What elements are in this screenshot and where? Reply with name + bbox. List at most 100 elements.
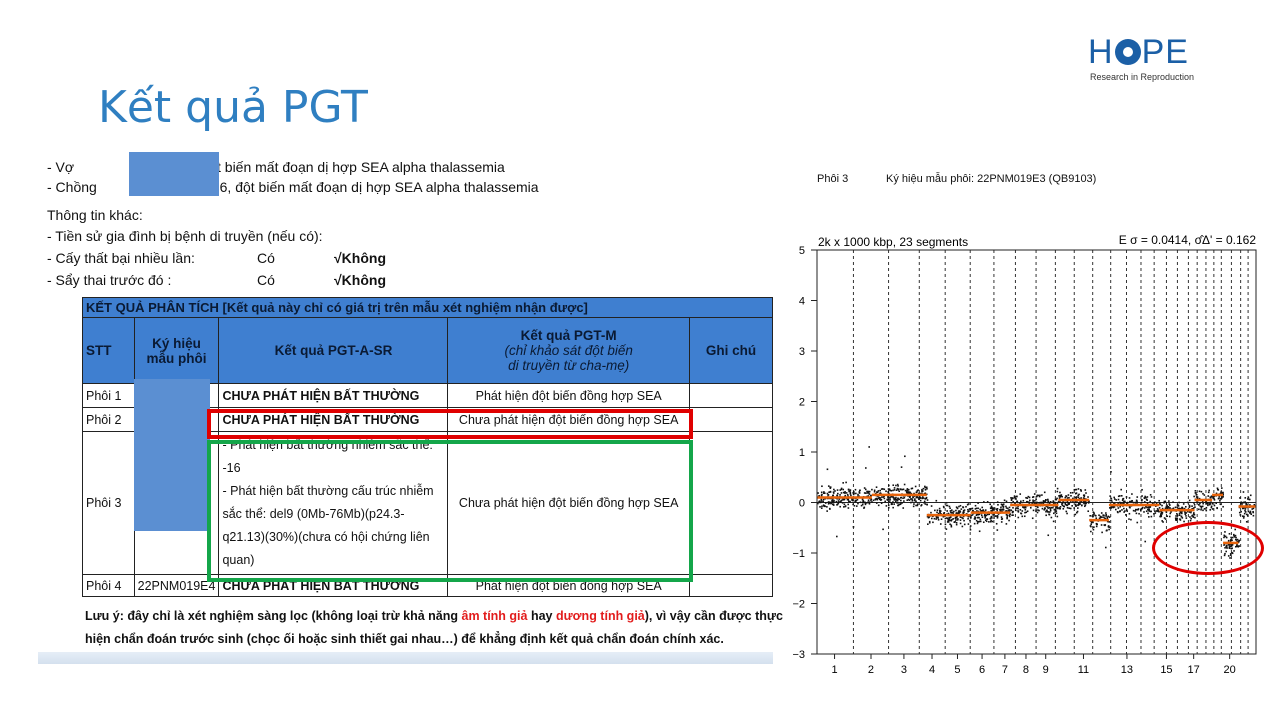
data-point [868,493,871,495]
data-point [1021,510,1024,512]
header-pgta: Kết quả PGT-A-SR [218,317,449,384]
data-point [1014,497,1017,500]
data-point [867,501,869,504]
data-point [976,510,978,512]
data-point [1068,507,1071,510]
data-point [917,489,919,491]
data-point [852,490,855,493]
data-point [1114,508,1117,511]
data-point [988,513,991,516]
data-point [889,489,891,492]
data-point [1247,510,1250,513]
data-point [1222,491,1224,494]
data-point [1056,515,1059,518]
data-point [969,519,971,522]
miscarriage-line: - Sẩy thai trước đó : Có √Không [47,272,387,288]
data-point [1209,503,1211,506]
data-point [899,503,902,506]
data-point [839,505,842,508]
data-point [1178,501,1180,504]
data-point [834,490,836,492]
data-point [819,506,821,508]
data-point [981,506,984,509]
data-point [1031,502,1033,504]
data-point [974,508,977,510]
data-point [1175,515,1177,517]
data-point [866,490,868,493]
data-point [1243,512,1246,515]
data-point [1026,501,1029,503]
data-point [921,492,923,494]
data-point [996,509,998,512]
data-point [978,513,981,515]
data-point [893,503,895,505]
data-point [841,502,844,504]
data-point [895,489,898,491]
data-point [950,511,952,514]
data-point [822,498,825,501]
data-point [1144,496,1147,499]
data-point [1064,501,1067,504]
data-point [881,496,883,498]
x-tick-label: 6 [979,664,985,676]
data-point [1136,521,1139,524]
data-point [955,509,957,512]
data-point [911,498,913,500]
data-point [984,517,987,519]
data-point [881,488,884,490]
data-point [1189,516,1191,518]
data-point [961,525,964,528]
data-point [903,483,906,486]
data-point [1019,493,1022,495]
data-point [1163,517,1166,519]
data-point [1066,504,1069,507]
data-point [956,518,959,521]
data-point [1053,508,1056,511]
highlight-box-green [207,440,693,582]
x-tick-label: 3 [901,664,907,676]
data-point [1075,497,1078,500]
data-point [1070,494,1072,497]
data-point [1042,502,1045,505]
data-point [921,488,923,491]
data-point [1156,508,1159,510]
data-point [1165,511,1168,514]
data-point [939,511,941,513]
data-point [1158,502,1161,505]
data-point [916,503,919,505]
data-point [924,503,927,505]
data-point [967,510,969,513]
data-point [1075,488,1078,491]
data-point [1043,491,1046,494]
data-point [1012,514,1014,516]
data-point [995,515,997,517]
data-point [991,508,994,510]
data-point [1172,507,1175,510]
data-point [887,506,890,509]
data-point [1045,510,1047,513]
data-point [837,500,840,502]
data-point [949,510,952,512]
highlight-ellipse [1152,521,1264,575]
data-point [1222,505,1224,508]
data-point [857,493,859,496]
data-point [823,505,826,507]
data-point [993,517,995,519]
data-point [979,508,981,511]
data-point [1002,503,1005,506]
data-point [968,508,971,510]
data-point [1013,496,1016,499]
data-point [996,515,999,517]
data-point [854,500,856,503]
data-point [1123,500,1126,503]
x-tick-label: 20 [1224,664,1236,676]
data-point [1044,500,1047,502]
header-note: Ghi chú [688,317,774,384]
data-point [1103,514,1105,517]
data-point [908,499,911,502]
data-point [1155,510,1158,512]
data-point [1056,506,1058,508]
data-point [1195,496,1198,498]
data-point [936,511,938,514]
data-point [880,498,883,501]
